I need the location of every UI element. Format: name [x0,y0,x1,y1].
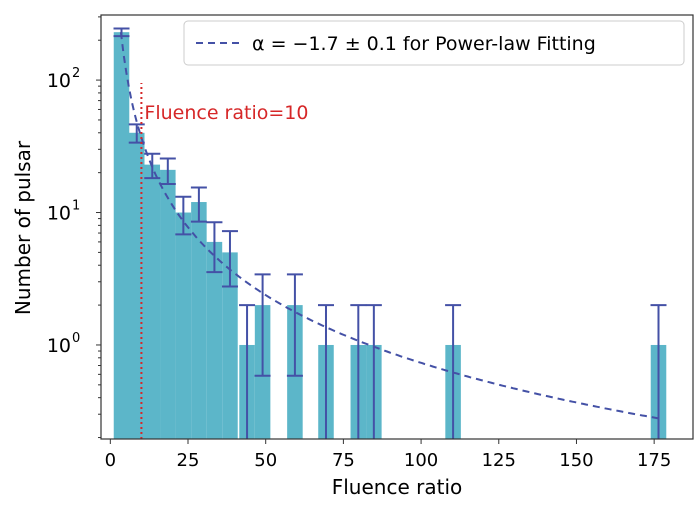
histogram-bar [206,241,223,439]
histogram-bar [113,32,130,439]
histogram-bar [222,252,238,439]
x-axis-label: Fluence ratio [332,475,463,499]
error-bar [175,195,192,236]
vline-annotation: Fluence ratio=10 [144,102,308,124]
y-tick-label: 10 [47,203,71,225]
x-tick-label: 175 [637,450,671,471]
power-law-fit-line [119,32,659,420]
y-axis-label: Number of pulsar [11,140,35,315]
x-tick-label: 25 [177,450,200,471]
histogram-bar [144,164,161,439]
legend-box [183,20,685,66]
error-bar [159,157,176,186]
error-bar [254,273,271,377]
x-tick-label: 100 [404,450,438,471]
error-bar [239,304,256,439]
y-tick-label: 10 [47,335,71,357]
plot-frame [100,14,694,440]
error-bar [206,221,223,274]
bars-layer [113,32,667,439]
x-tick-label: 125 [482,450,516,471]
legend: α = −1.7 ± 0.1 for Power-law Fitting [183,20,685,66]
histogram-bar [175,212,192,439]
x-ticks: 0 25 50 75 100 125 150 175 [105,439,671,471]
error-bar [221,230,238,288]
error-bar [650,304,667,439]
error-bar [286,273,303,377]
x-tick-label: 50 [254,450,277,471]
error-bar [317,304,334,439]
histogram-bar [160,169,176,439]
error-bar [190,186,207,223]
x-tick-label: 150 [559,450,593,471]
x-tick-label: 75 [332,450,355,471]
error-bar [365,304,382,439]
y-tick-exponent: 1 [72,199,80,214]
error-bar [350,304,367,439]
histogram-bar [191,202,207,439]
y-tick-exponent: 0 [72,331,80,346]
legend-label: α = −1.7 ± 0.1 for Power-law Fitting [252,33,596,55]
x-tick-label: 0 [105,450,116,471]
error-bars-layer [113,27,667,439]
y-tick-label: 10 [47,70,71,92]
y-tick-exponent: 2 [72,66,80,81]
